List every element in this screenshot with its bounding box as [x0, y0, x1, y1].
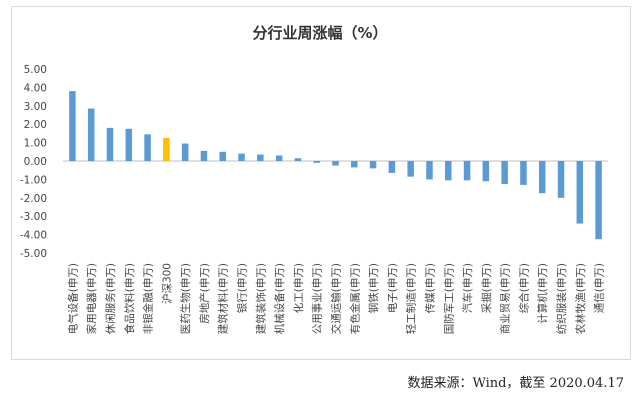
bar [163, 138, 170, 161]
bar [501, 161, 508, 184]
bar [200, 150, 208, 161]
chart-frame [11, 6, 631, 360]
x-tick-label: 采掘(申万) [480, 263, 493, 313]
x-tick-label: 综合(申万) [517, 263, 530, 313]
bar [426, 161, 433, 180]
bar [125, 128, 133, 161]
x-tick-label: 国防军工(申万) [442, 263, 455, 334]
x-tick-label: 汽车(申万) [461, 263, 474, 313]
x-tick-label: 休闲服务(申万) [104, 263, 117, 334]
x-tick-label: 建筑材料(申万) [217, 263, 230, 334]
bar-chart: 5.00 4.00 3.00 2.00 1.00 0.00 -1.00 -2.00 -3.00 -… [20, 64, 608, 334]
x-tick-label: 房地产(申万) [198, 263, 211, 324]
x-tick-label: 纺织服装(申万) [555, 263, 568, 334]
bar [520, 161, 527, 185]
y-tick-label: 1.00 [24, 138, 47, 150]
x-tick-label: 轻工制造(申万) [405, 263, 418, 334]
bar [181, 143, 189, 161]
x-tick-label: 商业贸易(申万) [499, 263, 512, 334]
bar [144, 134, 151, 161]
x-tick-label: 有色金属(申万) [348, 263, 361, 334]
bar [69, 91, 76, 161]
bar [219, 151, 226, 161]
bar [463, 161, 471, 181]
bar [313, 161, 320, 163]
bar [538, 161, 546, 194]
y-tick-label: 5.00 [24, 64, 47, 76]
x-tick-label: 非银金融(申万) [142, 263, 155, 334]
y-tick-label: -3.00 [20, 211, 47, 223]
y-tick-label: 3.00 [24, 101, 47, 113]
bar [238, 153, 245, 161]
bar [482, 161, 490, 182]
y-tick-label: 2.00 [24, 119, 47, 131]
x-tick-label: 银行(申万) [236, 263, 249, 313]
bar [369, 161, 377, 169]
y-tick-label: -5.00 [20, 248, 47, 260]
y-tick-label: -2.00 [20, 193, 47, 205]
x-tick-label: 机械设备(申万) [273, 263, 286, 334]
bar [595, 161, 602, 240]
bar [294, 158, 302, 161]
x-tick-label: 通信(申万) [593, 263, 606, 313]
chart-title: 分行业周涨幅（%） [252, 24, 388, 42]
bar [576, 161, 584, 224]
x-tick-label: 计算机(申万) [536, 263, 549, 324]
x-tick-label: 电子(申万) [386, 263, 399, 313]
bar [351, 161, 358, 168]
x-tick-label: 传媒(申万) [423, 263, 436, 313]
x-tick-label: 电气设备(申万) [66, 263, 79, 334]
x-tick-label: 公用事业(申万) [311, 263, 324, 334]
x-tick-label: 建筑装饰(申万) [254, 263, 267, 334]
bar [275, 155, 283, 161]
bar [407, 161, 414, 177]
x-tick-label: 化工(申万) [292, 263, 305, 313]
x-tick-label: 沪深300 [160, 263, 173, 304]
bar [445, 161, 452, 181]
bar [332, 161, 339, 166]
x-tick-label: 钢铁(申万) [367, 263, 380, 313]
x-tick-label: 家用电器(申万) [85, 263, 98, 334]
bar [106, 127, 114, 161]
y-tick-label: -1.00 [20, 174, 47, 186]
data-source-note: 数据来源：Wind，截至 2020.04.17 [407, 376, 624, 391]
bar [257, 154, 264, 161]
x-tick-label: 医药生物(申万) [179, 263, 192, 334]
bar [388, 161, 396, 173]
bar [87, 108, 95, 161]
y-tick-label: 0.00 [24, 156, 47, 168]
y-tick-label: 4.00 [24, 82, 47, 94]
x-tick-label: 交通运输(申万) [330, 263, 343, 334]
bar [557, 161, 565, 198]
x-tick-label: 食品饮料(申万) [123, 263, 136, 334]
x-tick-label: 农林牧渔(申万) [574, 263, 587, 334]
y-tick-label: -4.00 [20, 230, 47, 242]
